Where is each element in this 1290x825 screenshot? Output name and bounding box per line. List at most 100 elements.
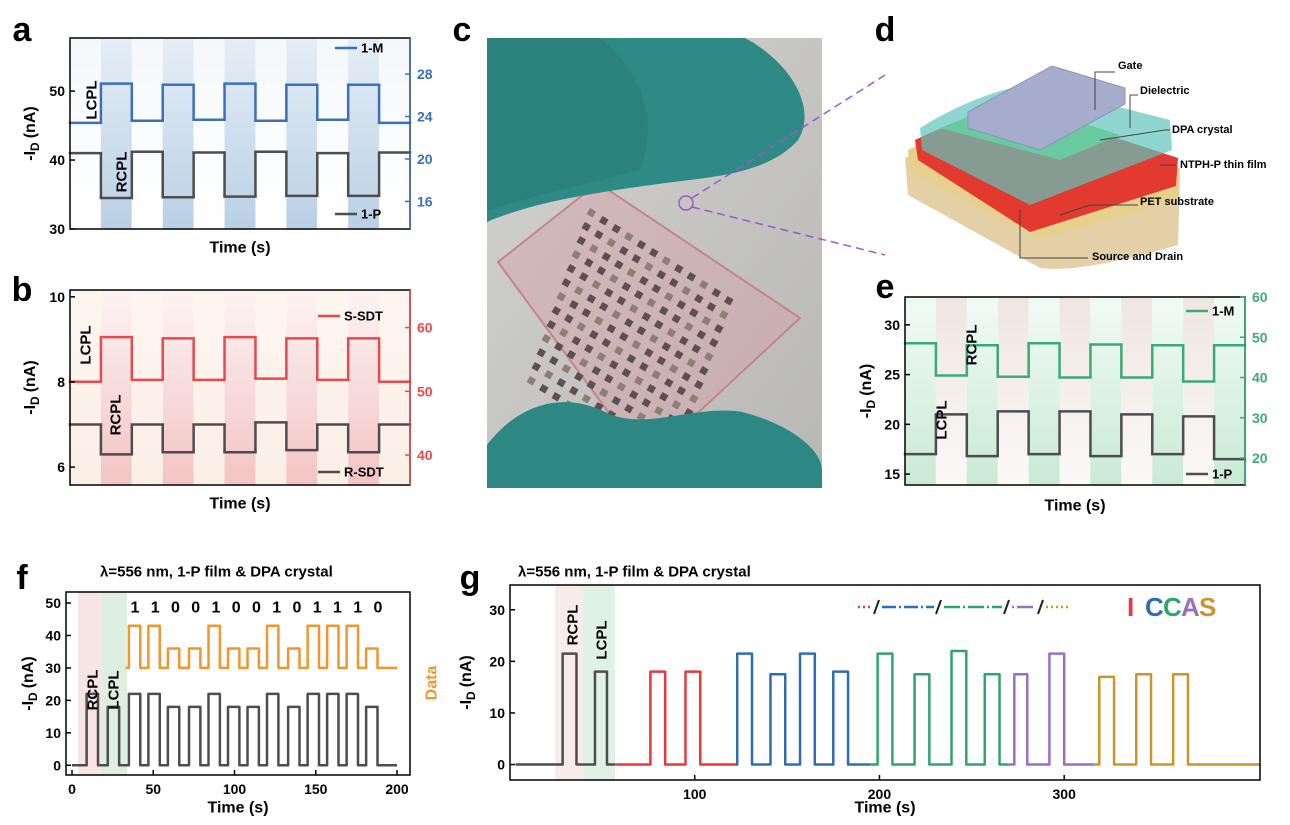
x-axis-label: Time (s) — [207, 800, 268, 817]
data-line — [1009, 654, 1094, 765]
y2-tick-label: 40 — [417, 447, 433, 463]
annotation: RCPL — [108, 395, 125, 436]
photo — [487, 38, 822, 488]
legend-letter: I — [1127, 592, 1134, 622]
y-tick-label: 20 — [45, 692, 61, 708]
y-tick-label: 30 — [884, 317, 900, 333]
y-axis-label: -ID(nA) — [458, 655, 479, 709]
band — [132, 38, 163, 229]
annotation: RCPL — [964, 325, 981, 366]
key-slash — [874, 600, 879, 614]
bit-label: 1 — [313, 600, 322, 617]
legend-letter: S — [1199, 592, 1216, 622]
band — [1029, 297, 1060, 485]
bit-label: 1 — [353, 600, 362, 617]
band — [286, 38, 317, 229]
y-tick-label: 10 — [49, 289, 65, 305]
band — [70, 38, 101, 229]
band — [101, 38, 132, 229]
x-axis-label: Time (s) — [1044, 498, 1105, 515]
y-tick-label: 20 — [884, 416, 900, 432]
y-tick-label: 10 — [489, 705, 505, 721]
bit-label: 1 — [272, 600, 281, 617]
bit-label: 1 — [151, 600, 160, 617]
panel-label: e — [876, 268, 895, 306]
bit-label: 0 — [374, 600, 383, 617]
data-line — [870, 651, 1009, 764]
diagram-label: Source and Drain — [1092, 251, 1183, 263]
legend-letter: A — [1181, 592, 1200, 622]
band — [194, 290, 225, 485]
band — [70, 290, 101, 485]
panel-label: a — [13, 11, 33, 49]
y-label-main: -I — [458, 700, 475, 710]
bit-label: 1 — [212, 600, 221, 617]
y-tick-label: 30 — [45, 660, 61, 676]
band — [194, 38, 225, 229]
data-line — [615, 672, 735, 765]
y-label-unit: (nA) — [458, 655, 475, 687]
band — [1152, 297, 1183, 485]
y2-tick-label: 20 — [417, 151, 433, 167]
band — [1214, 297, 1245, 485]
y2-tick-label: 60 — [1252, 289, 1268, 305]
band — [225, 290, 256, 485]
legend-label: 1-P — [1212, 467, 1233, 482]
band — [348, 38, 379, 229]
y-label-unit: (nA) — [22, 106, 39, 138]
panel-label: c — [453, 11, 472, 49]
y-label-main: -I — [20, 701, 37, 711]
band — [1183, 297, 1214, 485]
band — [317, 38, 348, 229]
annotation: RCPL — [85, 670, 102, 711]
band — [101, 290, 132, 485]
figure: c Gate Dielectric DPA crystal NTPH-P thi… — [0, 0, 1290, 825]
y-label-sub: D — [28, 396, 42, 405]
y-tick-label: 50 — [49, 83, 65, 99]
bit-label: 1 — [333, 600, 342, 617]
band — [255, 290, 286, 485]
legend-label: 1-M — [361, 41, 383, 56]
y-label-sub: D — [26, 692, 40, 701]
annotation: RCPL — [114, 152, 131, 193]
band — [132, 290, 163, 485]
annotation: LCPL — [106, 670, 123, 709]
x-tick-label: 50 — [145, 781, 161, 797]
y2-tick-label: 28 — [417, 66, 433, 82]
legend-letter: C — [1145, 592, 1164, 622]
data-line — [735, 654, 870, 765]
bit-label: 0 — [191, 600, 200, 617]
diagram-label: DPA crystal — [1172, 124, 1233, 136]
annotation: RCPL — [565, 605, 582, 646]
y-tick-label: 8 — [57, 374, 65, 390]
data-line — [126, 626, 397, 668]
y-tick-label: 0 — [53, 757, 61, 773]
band — [225, 38, 256, 229]
y-tick-label: 30 — [49, 221, 65, 237]
key-slash — [1038, 600, 1043, 614]
x-axis-label: Time (s) — [854, 800, 915, 817]
y-label-unit: (nA) — [858, 364, 875, 396]
y2-tick-label: 30 — [1252, 410, 1268, 426]
x-axis-label: Time (s) — [209, 240, 270, 257]
y2-tick-label: 50 — [417, 383, 433, 399]
y-label-sub: D — [28, 142, 42, 151]
band — [936, 297, 967, 485]
y-label-sub: D — [864, 399, 878, 408]
y-axis-label: -ID(nA) — [20, 656, 41, 710]
y-tick-label: 40 — [49, 152, 65, 168]
diagram-label: NTPH-P thin film — [1180, 159, 1267, 171]
diagram-label: Dielectric — [1140, 85, 1190, 97]
diagram-label: PET substrate — [1140, 196, 1214, 208]
band — [255, 38, 286, 229]
y-tick-label: 40 — [45, 627, 61, 643]
y-tick-label: 50 — [45, 595, 61, 611]
bit-label: 0 — [293, 600, 302, 617]
x-tick-label: 100 — [683, 786, 707, 802]
y-label-main: -I — [858, 408, 875, 418]
x-axis-label: Time (s) — [209, 496, 270, 513]
band — [286, 290, 317, 485]
panel-label: b — [12, 271, 33, 309]
x-tick-label: 0 — [68, 781, 76, 797]
band — [163, 38, 194, 229]
